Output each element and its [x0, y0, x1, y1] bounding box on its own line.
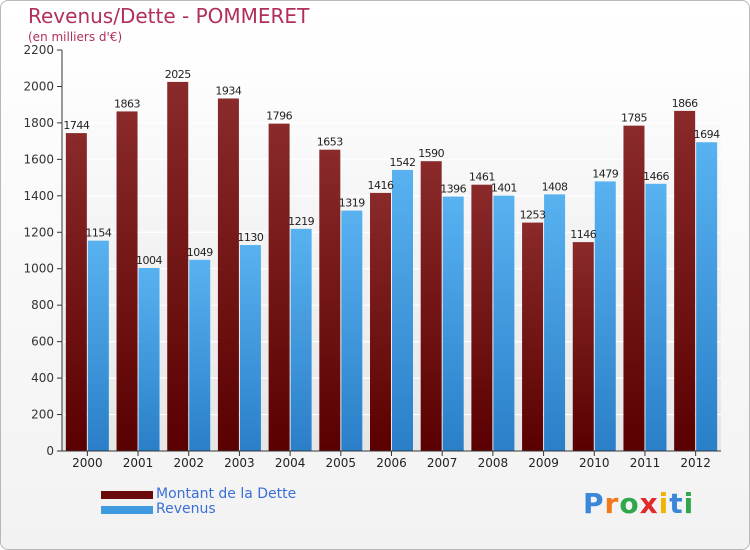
proxiti-logo[interactable]: Proxiti: [583, 487, 694, 520]
bar-label-debt: 2025: [165, 68, 191, 81]
bar-revenue: [645, 183, 667, 451]
x-tick-label: 2000: [72, 456, 103, 470]
bar-label-revenue: 1694: [694, 128, 720, 141]
x-tick-label: 2006: [376, 456, 407, 470]
brand-letter: r: [604, 487, 620, 520]
y-tick-label: 200: [31, 408, 54, 422]
bar-revenue: [189, 259, 211, 451]
bar-label-revenue: 1154: [85, 227, 111, 240]
bar-label-revenue: 1004: [136, 254, 162, 267]
bar-label-debt: 1653: [317, 136, 343, 149]
y-tick-label: 1600: [23, 152, 54, 166]
bar-revenue: [696, 142, 718, 452]
y-tick-label: 0: [46, 444, 54, 458]
legend-swatch-revenue: [101, 506, 153, 514]
bar-revenue: [392, 169, 413, 451]
bar-label-revenue: 1130: [237, 231, 263, 244]
y-tick-label: 2200: [23, 43, 54, 57]
bar-revenue: [239, 245, 261, 451]
x-tick-label: 2012: [680, 456, 711, 470]
brand-letter: i: [658, 487, 670, 520]
bar-label-revenue: 1401: [491, 182, 517, 195]
legend-label-revenue: Revenus: [156, 501, 216, 517]
x-tick-label: 2005: [326, 456, 357, 470]
bar-label-debt: 1863: [114, 97, 140, 110]
y-tick-label: 1400: [23, 189, 54, 203]
x-tick-label: 2001: [123, 456, 154, 470]
bar-revenue: [442, 196, 464, 451]
bar-debt: [319, 149, 341, 451]
bar-label-revenue: 1049: [187, 246, 213, 259]
bar-revenue: [544, 194, 566, 452]
x-tick-label: 2003: [224, 456, 255, 470]
bar-label-debt: 1744: [63, 119, 89, 132]
bar-revenue: [341, 210, 363, 451]
x-tick-label: 2002: [173, 456, 204, 470]
bar-label-revenue: 1219: [288, 215, 314, 228]
bar-label-revenue: 1466: [643, 170, 669, 183]
bar-debt: [65, 133, 87, 451]
bar-label-debt: 1416: [368, 179, 394, 192]
bar-label-revenue: 1542: [390, 156, 416, 169]
bar-label-debt: 1785: [621, 112, 647, 125]
bar-debt: [572, 242, 594, 451]
bar-label-debt: 1866: [672, 97, 698, 110]
x-tick-label: 2011: [630, 456, 661, 470]
brand-letter: P: [583, 487, 605, 520]
bar-debt: [522, 222, 544, 451]
bar-debt: [623, 125, 645, 451]
bar-label-revenue: 1319: [339, 197, 365, 210]
bar-label-debt: 1796: [266, 110, 292, 123]
bar-debt: [116, 111, 138, 452]
bar-label-debt: 1461: [469, 171, 495, 184]
bar-revenue: [594, 181, 616, 451]
legend-label-debt: Montant de la Dette: [156, 486, 297, 502]
bar-label-revenue: 1396: [440, 183, 466, 196]
bar-label-debt: 1146: [570, 228, 596, 241]
bar-revenue: [493, 195, 515, 451]
x-tick-label: 2004: [275, 456, 306, 470]
x-tick-label: 2007: [427, 456, 458, 470]
brand-letter: t: [669, 487, 684, 520]
brand-letter: x: [639, 487, 659, 520]
x-tick-label: 2010: [579, 456, 610, 470]
y-tick-label: 2000: [23, 79, 54, 93]
y-tick-label: 800: [31, 298, 54, 312]
bar-debt: [167, 81, 189, 451]
bar-debt: [217, 98, 239, 451]
y-tick-label: 1000: [23, 262, 54, 276]
bar-label-debt: 1590: [418, 147, 444, 160]
bar-debt: [420, 161, 442, 451]
bar-label-revenue: 1408: [542, 180, 568, 193]
bar-revenue: [138, 267, 160, 451]
legend-swatch-debt: [101, 491, 153, 499]
bar-revenue: [290, 228, 312, 451]
bar-revenue: [87, 240, 109, 451]
bar-debt: [370, 192, 391, 451]
bar-label-debt: 1934: [215, 84, 241, 97]
y-tick-label: 1200: [23, 225, 54, 239]
x-tick-label: 2009: [528, 456, 559, 470]
bar-label-revenue: 1479: [592, 167, 618, 180]
y-tick-label: 400: [31, 371, 54, 385]
bar-label-debt: 1253: [520, 209, 546, 222]
chart-title: Revenus/Dette - POMMERET: [28, 4, 310, 28]
bar-debt: [268, 123, 290, 451]
brand-letter: o: [619, 487, 640, 520]
y-tick-label: 600: [31, 335, 54, 349]
y-tick-label: 1800: [23, 116, 54, 130]
x-tick-label: 2008: [478, 456, 509, 470]
chart-subtitle: (en milliers d'€): [28, 30, 123, 44]
brand-letter: i: [683, 487, 695, 520]
bar-debt: [471, 184, 493, 452]
plot-area: [62, 50, 721, 451]
bar-debt: [674, 110, 696, 451]
